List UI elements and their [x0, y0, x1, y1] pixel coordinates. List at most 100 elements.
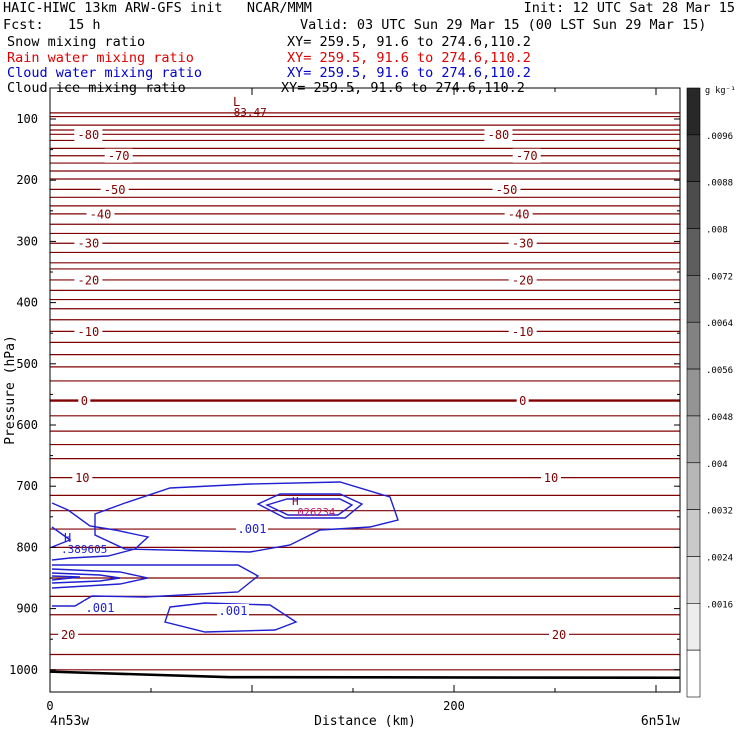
- isotherm-label-bg: [74, 236, 103, 251]
- x-axis-label: Distance (km): [314, 714, 416, 729]
- colorbar-label: .0024: [706, 553, 733, 563]
- isotherm-label: -50: [104, 183, 126, 197]
- colorbar-label: .0048: [706, 413, 733, 423]
- cloud-water-label: .001: [219, 604, 248, 618]
- low-value: -83.47: [227, 106, 267, 119]
- init-time: Init: 12 UTC Sat 28 Mar 15: [523, 0, 735, 16]
- cloud-water-contour: [51, 568, 149, 589]
- isotherm-label-bg: [549, 627, 570, 642]
- colorbar-unit: g kg⁻¹: [705, 86, 736, 96]
- cloud-water-label-bg: [84, 601, 116, 614]
- y-tick-label: 300: [16, 234, 38, 248]
- isotherm-label-bg: [492, 182, 521, 197]
- colorbar-segment: [686, 603, 701, 651]
- x-tick-label: 0: [46, 699, 53, 713]
- y-tick-label: 900: [16, 602, 38, 616]
- cloud-water-contour: [51, 575, 81, 581]
- isotherm-label: 20: [552, 628, 566, 642]
- isotherm-label-bg: [58, 627, 79, 642]
- y-tick-label: 200: [16, 173, 38, 187]
- isotherm-label: -70: [516, 149, 538, 163]
- isotherm-label: -30: [78, 237, 100, 251]
- cloud-water-contour: [265, 498, 354, 516]
- colorbar-label: .0088: [706, 179, 733, 189]
- isotherm-label: -80: [78, 128, 100, 142]
- forecast-hour: Fcst: 15 h: [3, 17, 101, 33]
- colorbar-label: .0064: [706, 319, 733, 329]
- y-tick-label: 700: [16, 479, 38, 493]
- cloud-water-contour: [51, 572, 121, 584]
- isotherm-label-bg: [74, 324, 103, 339]
- cloud-water-contour: [256, 493, 364, 519]
- isotherm-label-bg: [104, 148, 133, 163]
- cloud-water-contour: [164, 602, 298, 633]
- colorbar-segment: [686, 181, 701, 229]
- high-symbol: H: [292, 495, 299, 508]
- cloud-water-contour: [51, 526, 72, 548]
- isotherm-label: 10: [544, 471, 558, 485]
- y-tick-label: 500: [16, 357, 38, 371]
- isotherm-label: -20: [78, 273, 100, 287]
- high-value: .026234: [291, 507, 335, 519]
- y-tick-label: 400: [16, 296, 38, 310]
- isotherm-label: -40: [90, 207, 112, 221]
- isotherm-label-bg: [72, 470, 93, 485]
- y-tick-label: 800: [16, 540, 38, 554]
- isotherm-label: 0: [519, 394, 526, 408]
- cloud-water-contour: [52, 564, 260, 607]
- y-tick-label: 1000: [9, 663, 38, 677]
- isotherm-label: -30: [512, 237, 534, 251]
- colorbar-segment: [686, 649, 701, 698]
- temperature-contours: -80 -80 -70 -70 -50 -50 -40 -40 -30 -30 -20 -20 -10 -…: [49, 112, 681, 680]
- cloud-water-label-bg: [236, 522, 268, 535]
- colorbar-segment: [686, 321, 701, 370]
- x-tick-label: 200: [443, 699, 465, 713]
- cloud-water-contours: .001 .001 .001: [51, 481, 399, 633]
- cloud-water-label: .001: [86, 601, 115, 615]
- isotherm-label: 0: [81, 394, 88, 408]
- colorbar-segment: [686, 87, 701, 136]
- colorbar-segment: [686, 415, 701, 464]
- y-tick-label: 100: [16, 112, 38, 126]
- colorbar-segment: [686, 556, 701, 604]
- isotherm-label-bg: [86, 206, 115, 221]
- cloud-water-contour: [94, 481, 399, 553]
- isotherm-label-bg: [484, 127, 513, 142]
- field-label-cloud-water: Cloud water mixing ratio: [7, 65, 203, 81]
- colorbar-label: .0056: [706, 366, 733, 376]
- colorbar: .0096 .0088 .008 .0072 .0064 .0056 .0048 .004 .0…: [686, 86, 736, 698]
- colorbar-label: .0032: [706, 507, 733, 517]
- left-endpoint-label: 4n53w: [50, 714, 89, 729]
- isotherm-label-bg: [516, 393, 529, 408]
- colorbar-segment: [686, 134, 701, 182]
- isotherm-label: -80: [488, 128, 510, 142]
- low-symbol: L: [233, 95, 240, 109]
- high-cloud-water-symbol: H: [64, 531, 71, 545]
- colorbar-label: .004: [706, 460, 728, 470]
- isotherm-label-bg: [512, 148, 541, 163]
- isotherm-label-bg: [74, 272, 103, 287]
- colorbar-segment: [686, 509, 701, 557]
- colorbar-segment: [686, 275, 701, 323]
- isotherm-label-bg: [504, 206, 533, 221]
- field-label-snow: Snow mixing ratio: [7, 34, 146, 50]
- isotherm-label-bg: [78, 393, 91, 408]
- cloud-water-label-bg: [217, 604, 249, 617]
- cloud-water-contour: [51, 502, 150, 561]
- cloud-water-label: .001: [238, 522, 267, 536]
- isotherm-label-bg: [74, 127, 103, 142]
- field-xy-snow: XY= 259.5, 91.6 to 274.6,110.2: [287, 34, 531, 50]
- y-tick-label: 600: [16, 418, 38, 432]
- high-cloud-water-value: .389605: [61, 543, 107, 556]
- colorbar-label: .0096: [706, 132, 733, 142]
- isotherm-label: -10: [512, 325, 534, 339]
- colorbar-segment: [686, 368, 701, 417]
- isotherm-label: 20: [61, 628, 75, 642]
- isotherm-label-bg: [508, 324, 537, 339]
- plot-frame: [49, 87, 681, 693]
- isotherm-label-bg: [100, 182, 129, 197]
- isotherm-label-bg: [540, 470, 561, 485]
